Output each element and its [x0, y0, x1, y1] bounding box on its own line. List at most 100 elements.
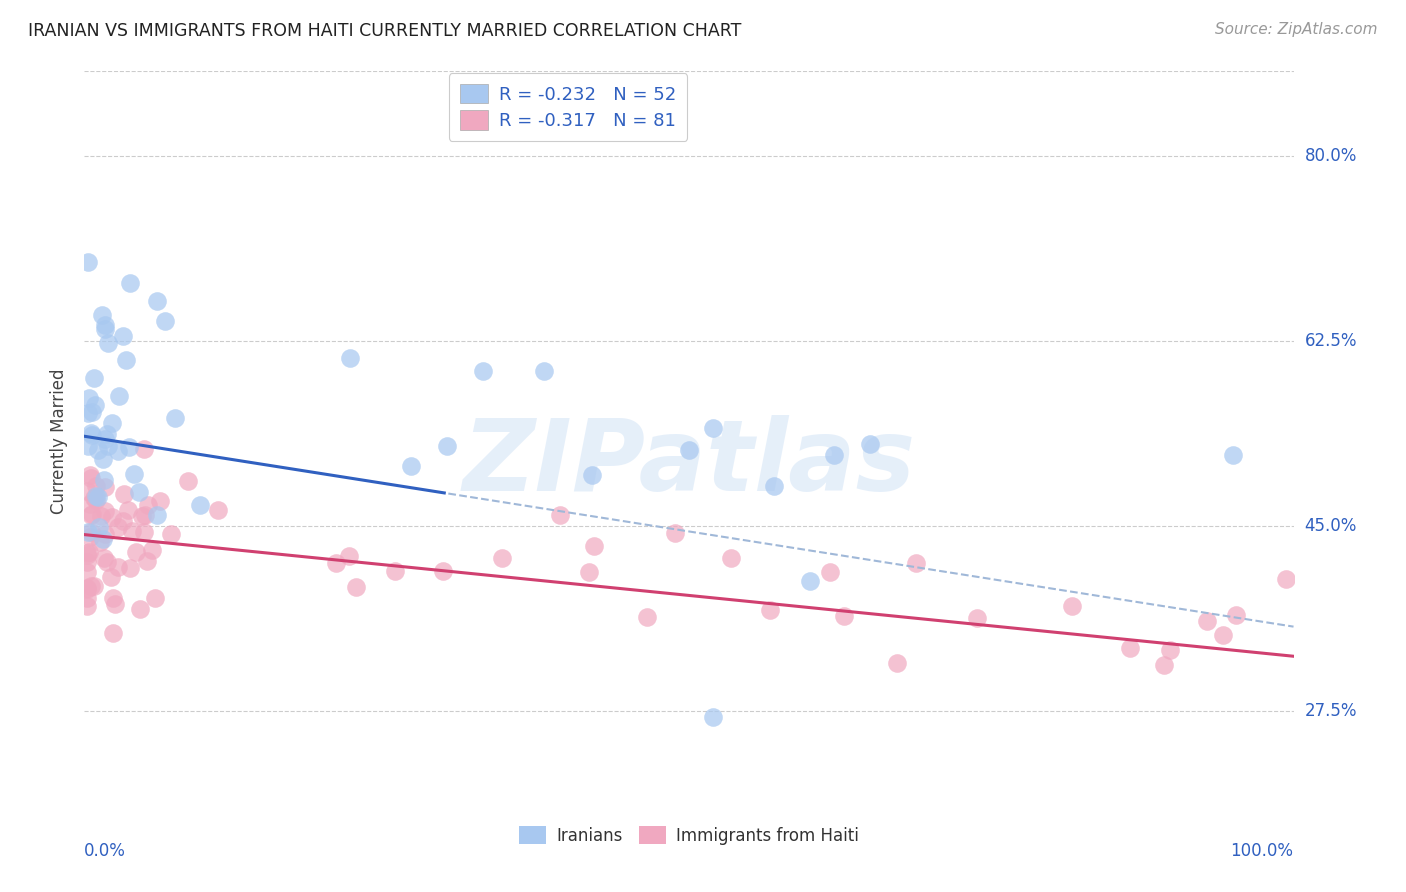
Point: [76, 581, 98, 595]
Point: [128, 601, 150, 615]
Point: [94, 322, 117, 336]
Point: [818, 566, 841, 580]
Point: [93, 532, 115, 546]
Point: [80, 508, 103, 522]
Point: [76, 546, 98, 560]
Point: [101, 509, 124, 524]
Point: [125, 545, 148, 559]
Point: [432, 564, 454, 578]
Point: [1062, 599, 1084, 614]
Point: [97, 336, 120, 351]
Point: [581, 467, 603, 482]
Point: [77, 439, 100, 453]
Point: [77, 406, 100, 420]
Point: [146, 508, 169, 523]
Point: [103, 626, 125, 640]
Point: [583, 539, 606, 553]
Text: ZIPatlas: ZIPatlas: [463, 416, 915, 512]
Point: [1225, 608, 1247, 623]
Point: [966, 611, 988, 625]
Point: [325, 556, 347, 570]
Point: [823, 448, 845, 462]
Point: [578, 565, 600, 579]
Point: [94, 318, 117, 333]
Point: [94, 504, 117, 518]
Point: [176, 474, 198, 488]
Point: [678, 442, 700, 457]
Point: [384, 564, 406, 578]
Point: [1159, 643, 1181, 657]
Point: [163, 411, 186, 425]
Point: [77, 524, 100, 539]
Point: [107, 443, 129, 458]
Text: IRANIAN VS IMMIGRANTS FROM HAITI CURRENTLY MARRIED CORRELATION CHART: IRANIAN VS IMMIGRANTS FROM HAITI CURRENT…: [28, 22, 741, 40]
Point: [82, 508, 104, 522]
Text: Source: ZipAtlas.com: Source: ZipAtlas.com: [1215, 22, 1378, 37]
Point: [107, 559, 129, 574]
Point: [87, 520, 110, 534]
Point: [146, 294, 169, 309]
Point: [107, 389, 129, 403]
Text: 62.5%: 62.5%: [1305, 332, 1357, 350]
Point: [121, 524, 143, 538]
Text: 0.0%: 0.0%: [84, 842, 127, 860]
Point: [97, 439, 120, 453]
Point: [101, 416, 124, 430]
Point: [76, 555, 98, 569]
Point: [76, 484, 98, 499]
Point: [112, 487, 135, 501]
Point: [399, 458, 422, 473]
Point: [1275, 572, 1298, 586]
Point: [344, 580, 367, 594]
Point: [664, 525, 686, 540]
Point: [80, 524, 103, 539]
Point: [104, 597, 127, 611]
Point: [155, 314, 177, 328]
Point: [83, 371, 105, 385]
Point: [337, 549, 360, 564]
Point: [84, 489, 107, 503]
Point: [832, 609, 855, 624]
Point: [636, 610, 658, 624]
Point: [134, 525, 156, 540]
Point: [84, 492, 107, 507]
Point: [141, 543, 163, 558]
Point: [76, 599, 98, 614]
Point: [83, 579, 105, 593]
Point: [135, 554, 157, 568]
Point: [83, 491, 105, 506]
Point: [120, 561, 142, 575]
Point: [80, 404, 103, 418]
Point: [117, 503, 139, 517]
Point: [1197, 614, 1219, 628]
Point: [904, 556, 927, 570]
Point: [79, 530, 101, 544]
Point: [134, 508, 156, 522]
Text: 45.0%: 45.0%: [1305, 517, 1357, 535]
Point: [160, 526, 183, 541]
Point: [702, 421, 724, 435]
Point: [90, 308, 112, 322]
Point: [93, 473, 115, 487]
Point: [80, 579, 103, 593]
Point: [91, 451, 114, 466]
Point: [80, 425, 103, 440]
Point: [79, 497, 101, 511]
Point: [117, 440, 139, 454]
Point: [1222, 448, 1244, 462]
Point: [87, 490, 110, 504]
Text: 27.5%: 27.5%: [1305, 702, 1357, 720]
Point: [112, 328, 135, 343]
Point: [76, 565, 98, 579]
Point: [93, 551, 115, 566]
Point: [720, 550, 742, 565]
Point: [759, 603, 782, 617]
Point: [94, 432, 117, 446]
Point: [79, 545, 101, 559]
Point: [533, 364, 555, 378]
Point: [96, 555, 118, 569]
Point: [77, 391, 100, 405]
Legend: Iranians, Immigrants from Haiti: Iranians, Immigrants from Haiti: [513, 820, 865, 852]
Point: [80, 471, 103, 485]
Point: [149, 494, 172, 508]
